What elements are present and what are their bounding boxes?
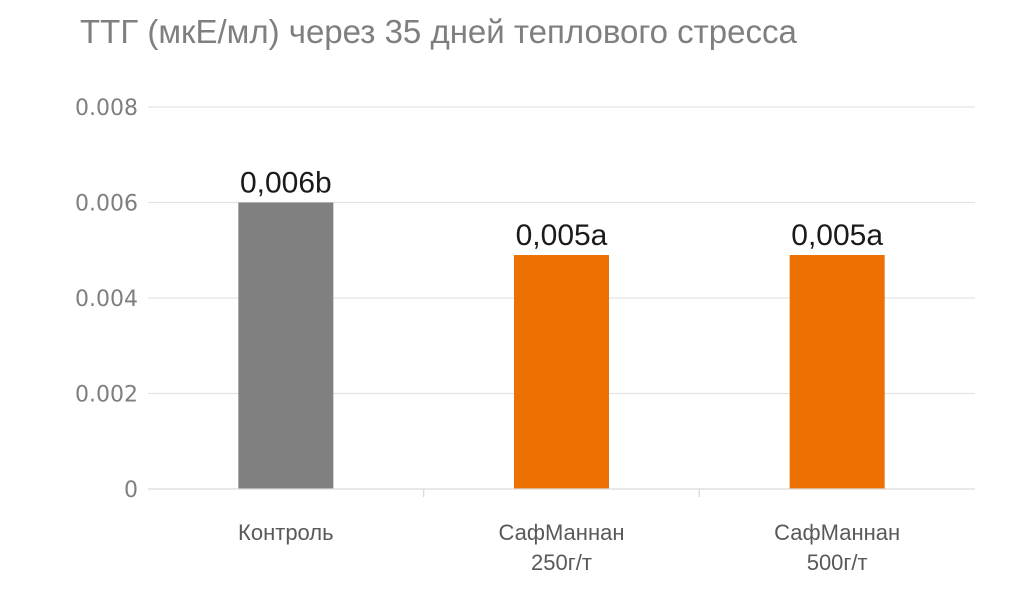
- y-tick-label: 0.006: [75, 192, 138, 217]
- y-tick-label: 0: [124, 478, 138, 503]
- data-label: 0,005a: [791, 219, 883, 252]
- y-tick-label: 0.004: [75, 287, 138, 312]
- chart-title: ТТГ (мкЕ/мл) через 35 дней теплового стр…: [80, 13, 797, 50]
- x-tick-label: СафМаннан 500г/т: [774, 520, 900, 575]
- data-label: 0,006b: [240, 167, 332, 200]
- y-axis-tick-labels: 0 0.002 0.004 0.006 0.008: [75, 96, 138, 503]
- bar: [514, 255, 609, 489]
- x-tick-label: Контроль: [238, 520, 334, 545]
- x-axis: Контроль СафМаннан 250г/т СафМаннан 500г/т: [148, 488, 975, 575]
- data-label: 0,005a: [516, 219, 608, 252]
- y-tick-label: 0.002: [75, 383, 138, 408]
- x-tick-label: СафМаннан 250г/т: [499, 520, 625, 575]
- data-labels: 0,006b 0,005a 0,005a: [240, 167, 883, 253]
- bar: [238, 202, 334, 489]
- bars: [238, 202, 885, 489]
- bar: [789, 255, 885, 489]
- y-tick-label: 0.008: [75, 96, 138, 121]
